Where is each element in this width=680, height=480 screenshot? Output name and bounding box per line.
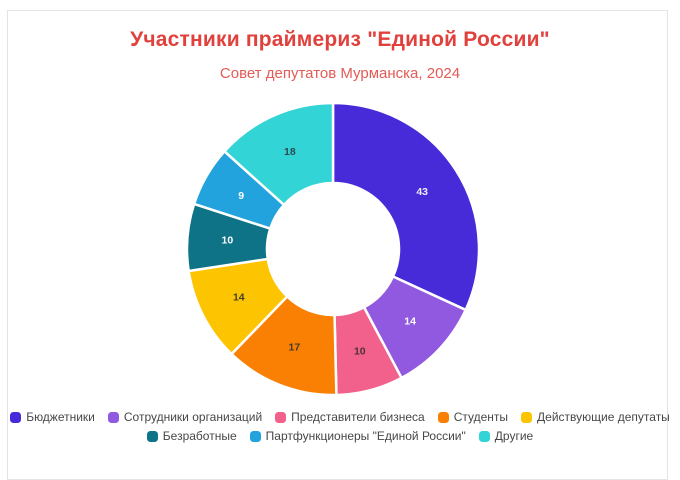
page-subtitle: Совет депутатов Мурманска, 2024 bbox=[219, 65, 461, 82]
legend-marker bbox=[10, 411, 22, 423]
donut-chart: 43 14 10 17 14 10 9 18 bbox=[185, 101, 481, 397]
chart-card bbox=[7, 10, 668, 480]
slice-value-label: 43 bbox=[416, 186, 428, 198]
legend-label: Представители бизнеса bbox=[291, 410, 425, 424]
legend-row-2: Безработные Партфункционеры "Единой Росси… bbox=[146, 427, 534, 445]
legend-label: Студенты bbox=[453, 410, 509, 424]
pie-slice-0[interactable] bbox=[331, 101, 481, 312]
slice-value-label: 17 bbox=[289, 342, 301, 354]
slice-value-label: 10 bbox=[354, 346, 366, 358]
pie-slice-7[interactable] bbox=[223, 101, 335, 207]
chart-legend: Бюджетники Сотрудники организаций Представ… bbox=[0, 408, 680, 445]
legend-marker bbox=[521, 411, 533, 423]
legend-label: Бюджетники bbox=[26, 410, 95, 424]
legend-marker bbox=[107, 411, 119, 423]
legend-item-3[interactable]: Студенты bbox=[437, 410, 509, 424]
legend-row-1: Бюджетники Сотрудники организаций Представ… bbox=[10, 408, 670, 426]
slice-value-label: 9 bbox=[238, 190, 244, 202]
legend-item-5[interactable]: Безработные bbox=[146, 429, 237, 443]
legend-item-6[interactable]: Партфункционеры "Единой России" bbox=[249, 429, 466, 443]
legend-label: Действующие депутаты bbox=[537, 410, 670, 424]
legend-marker bbox=[437, 411, 449, 423]
slice-value-label: 18 bbox=[284, 146, 296, 158]
legend-label: Безработные bbox=[162, 429, 237, 443]
legend-marker bbox=[249, 430, 261, 442]
legend-item-7[interactable]: Другие bbox=[478, 429, 534, 443]
slice-value-label: 14 bbox=[404, 316, 416, 328]
legend-marker bbox=[146, 430, 158, 442]
legend-label: Другие bbox=[494, 429, 534, 443]
legend-item-4[interactable]: Действующие депутаты bbox=[521, 410, 670, 424]
legend-label: Партфункционеры "Единой России" bbox=[265, 429, 466, 443]
legend-marker bbox=[478, 430, 490, 442]
legend-item-2[interactable]: Представители бизнеса bbox=[275, 410, 425, 424]
slice-value-label: 14 bbox=[233, 292, 245, 304]
legend-item-0[interactable]: Бюджетники bbox=[10, 410, 95, 424]
slice-value-label: 10 bbox=[222, 234, 234, 246]
legend-label: Сотрудники организаций bbox=[123, 410, 263, 424]
legend-marker bbox=[275, 411, 287, 423]
page-title: Участники праймериз "Единой России" bbox=[130, 28, 550, 51]
legend-item-1[interactable]: Сотрудники организаций bbox=[107, 410, 263, 424]
